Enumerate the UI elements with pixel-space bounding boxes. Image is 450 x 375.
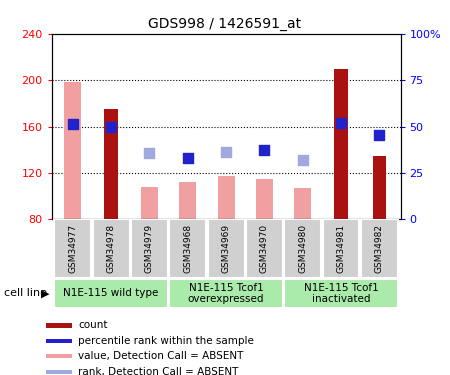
Text: GSM34977: GSM34977 <box>68 224 77 273</box>
FancyBboxPatch shape <box>54 219 91 278</box>
Bar <box>104 109 118 219</box>
Bar <box>141 187 158 219</box>
Point <box>376 132 383 138</box>
Point <box>299 157 306 163</box>
Bar <box>179 182 196 219</box>
Bar <box>46 324 72 327</box>
FancyBboxPatch shape <box>169 219 206 278</box>
Point <box>261 147 268 153</box>
Text: GSM34982: GSM34982 <box>375 224 384 273</box>
Bar <box>373 156 386 219</box>
Bar <box>256 179 273 219</box>
Text: GDS998 / 1426591_at: GDS998 / 1426591_at <box>148 17 302 31</box>
Text: GSM34980: GSM34980 <box>298 224 307 273</box>
Text: GSM34981: GSM34981 <box>337 224 346 273</box>
Bar <box>46 370 72 374</box>
FancyBboxPatch shape <box>284 279 398 308</box>
Text: cell line: cell line <box>4 288 48 298</box>
Text: percentile rank within the sample: percentile rank within the sample <box>78 336 254 346</box>
Text: GSM34969: GSM34969 <box>221 224 230 273</box>
FancyBboxPatch shape <box>323 219 360 278</box>
Text: GSM34979: GSM34979 <box>145 224 154 273</box>
Text: GSM34968: GSM34968 <box>183 224 192 273</box>
Point <box>69 121 76 127</box>
Bar <box>294 188 311 219</box>
Text: value, Detection Call = ABSENT: value, Detection Call = ABSENT <box>78 351 243 361</box>
FancyBboxPatch shape <box>54 279 168 308</box>
FancyBboxPatch shape <box>361 219 398 278</box>
FancyBboxPatch shape <box>246 219 283 278</box>
Bar <box>334 69 348 219</box>
Text: N1E-115 Tcof1
inactivated: N1E-115 Tcof1 inactivated <box>304 283 378 304</box>
Bar <box>217 177 235 219</box>
Point <box>146 150 153 156</box>
Text: rank, Detection Call = ABSENT: rank, Detection Call = ABSENT <box>78 367 238 375</box>
Point <box>184 155 191 161</box>
Text: N1E-115 wild type: N1E-115 wild type <box>63 288 159 298</box>
FancyBboxPatch shape <box>169 279 283 308</box>
FancyBboxPatch shape <box>131 219 168 278</box>
Point <box>222 149 230 155</box>
FancyBboxPatch shape <box>208 219 244 278</box>
FancyBboxPatch shape <box>284 219 321 278</box>
Text: N1E-115 Tcof1
overexpressed: N1E-115 Tcof1 overexpressed <box>188 283 265 304</box>
FancyBboxPatch shape <box>93 219 130 278</box>
Bar <box>46 339 72 343</box>
Point <box>108 124 115 130</box>
Text: count: count <box>78 321 108 330</box>
Bar <box>46 354 72 358</box>
Text: GSM34978: GSM34978 <box>107 224 116 273</box>
Bar <box>64 82 81 219</box>
Text: GSM34970: GSM34970 <box>260 224 269 273</box>
Text: ▶: ▶ <box>41 288 50 298</box>
Point <box>338 120 345 126</box>
